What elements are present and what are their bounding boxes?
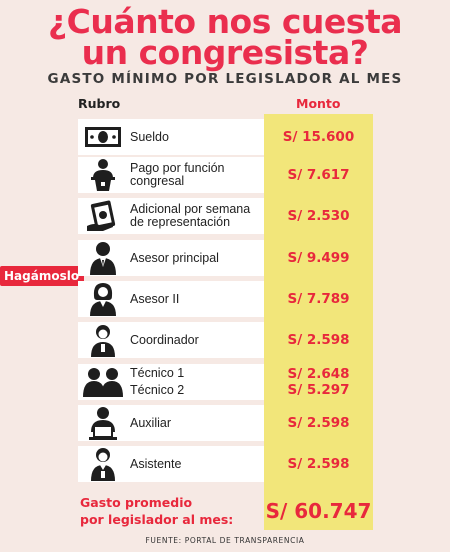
table-row: Asesor principal S/ 9.499 [78, 240, 373, 276]
total-label-line: por legislador al mes: [80, 512, 234, 527]
row-label: Técnico 2 [130, 383, 185, 397]
table-row: Asesor II S/ 7.789 [78, 281, 373, 317]
table-row: Adicional por semana de representación S… [78, 198, 373, 234]
total-value: S/ 60.747 [264, 492, 373, 530]
table-row: Auxiliar S/ 2.598 [78, 405, 373, 441]
row-amount: S/ 2.648 [287, 366, 350, 382]
row-label: Coordinador [130, 332, 199, 347]
table-row: Sueldo S/ 15.600 [78, 119, 373, 155]
row-amount: S/ 7.789 [287, 291, 350, 307]
table-row: Coordinador S/ 2.598 [78, 322, 373, 358]
row-label: de representación [130, 215, 231, 229]
money-icon [78, 119, 128, 155]
row-label: Técnico 1 [130, 366, 185, 380]
row-label: Auxiliar [130, 415, 171, 430]
row-label: Asesor II [130, 291, 180, 306]
subtitle: GASTO MÍNIMO POR LEGISLADOR AL MES [47, 71, 403, 87]
row-amount: S/ 5.297 [287, 382, 350, 398]
row-amount: S/ 2.598 [287, 456, 350, 472]
row-amount: S/ 2.598 [287, 332, 350, 348]
table-row: Asistente S/ 2.598 [78, 446, 373, 482]
row-amount: S/ 2.530 [287, 208, 350, 224]
row-amount: S/ 15.600 [282, 129, 355, 145]
page-title: ¿Cuánto nos cuesta un congresista? [0, 2, 450, 72]
person-coordinator-icon [78, 322, 128, 358]
row-amount: S/ 7.617 [287, 167, 350, 183]
total-label-line: Gasto promedio [80, 495, 193, 510]
person-woman-icon [78, 281, 128, 317]
two-people-icon [78, 364, 128, 400]
person-tie-icon [78, 446, 128, 482]
brand-tag: Hagámoslo [0, 266, 85, 286]
row-label: Sueldo [130, 129, 169, 144]
table-row: Técnico 1 Técnico 2 S/ 2.648 S/ 5.297 [78, 364, 373, 400]
cash-bundle-icon [78, 198, 128, 234]
row-label: Adicional por semana [130, 202, 251, 216]
speaker-podium-icon [78, 157, 128, 193]
row-amount: S/ 2.598 [287, 415, 350, 431]
total-label: Gasto promedio por legislador al mes: [80, 494, 233, 528]
title-line-1: ¿Cuánto nos cuesta [48, 2, 402, 41]
title-line-2: un congresista? [81, 33, 369, 72]
row-label: Asesor principal [130, 250, 219, 265]
person-suit-icon [78, 240, 128, 276]
row-amount: S/ 9.499 [287, 250, 350, 266]
source-note: FUENTE: PORTAL DE TRANSPARENCIA [145, 536, 305, 545]
column-header-monto: Monto [296, 96, 341, 111]
row-label: Pago por función [130, 161, 225, 175]
person-laptop-icon [78, 405, 128, 441]
row-label: congresal [130, 174, 185, 188]
column-header-rubro: Rubro [78, 96, 121, 111]
table-row: Pago por función congresal S/ 7.617 [78, 157, 373, 193]
row-label: Asistente [130, 456, 182, 471]
